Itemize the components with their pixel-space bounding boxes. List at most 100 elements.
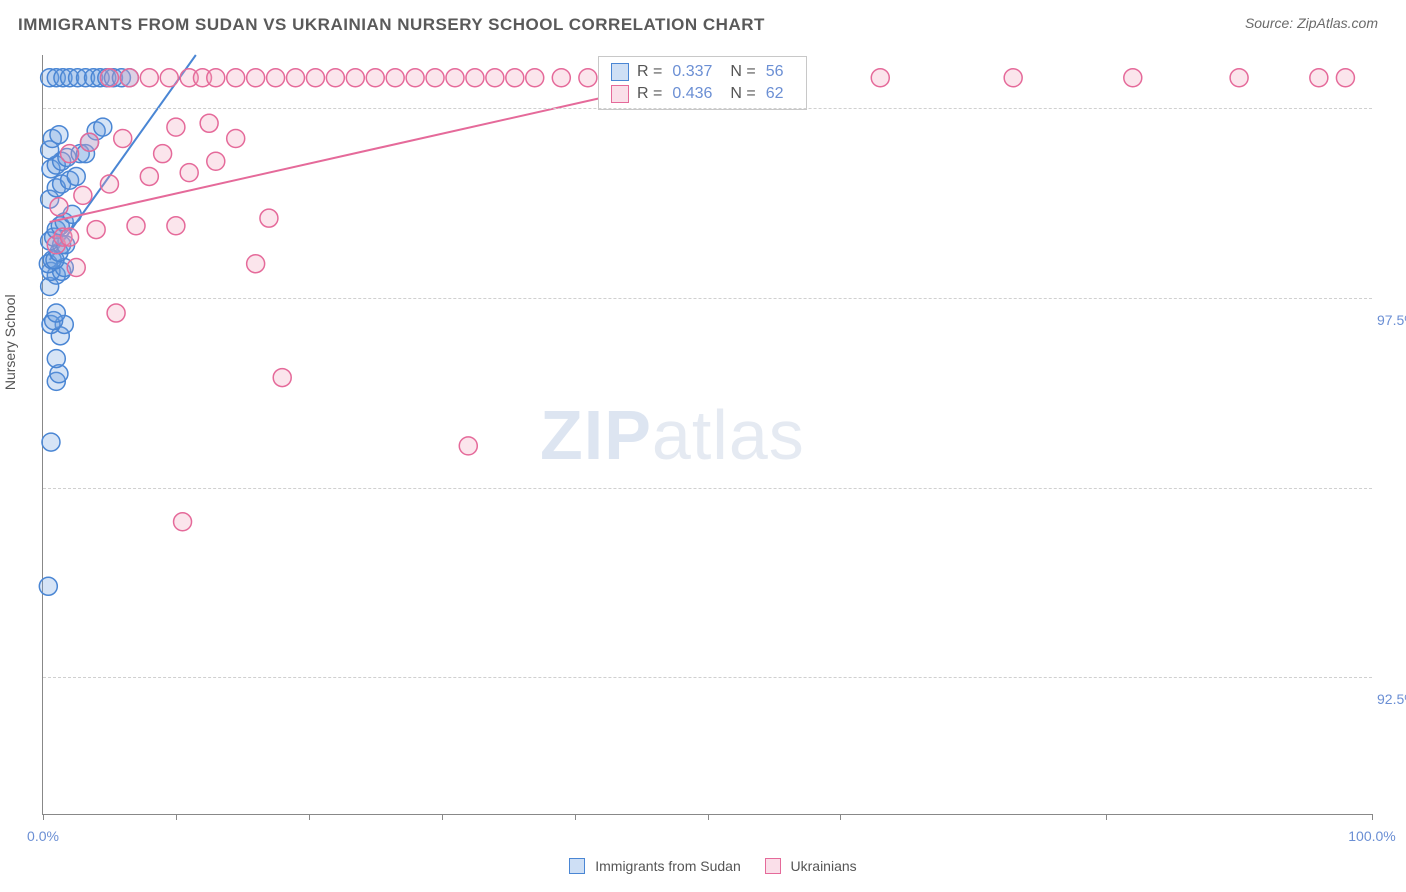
legend-bottom-label-sudan: Immigrants from Sudan [591, 858, 744, 874]
legend-N-label: N = [730, 63, 755, 81]
x-tick [1372, 814, 1373, 820]
point-ukrainians [506, 69, 524, 87]
plot-svg [43, 55, 1372, 814]
legend-bottom-label-ukrainians: Ukrainians [787, 858, 857, 874]
point-ukrainians [346, 69, 364, 87]
y-axis-label: Nursery School [2, 294, 18, 390]
x-tick [575, 814, 576, 820]
point-ukrainians [326, 69, 344, 87]
gridline-h [43, 298, 1372, 299]
x-tick [442, 814, 443, 820]
point-ukrainians [87, 221, 105, 239]
point-ukrainians [366, 69, 384, 87]
point-ukrainians [120, 69, 138, 87]
x-tick [840, 814, 841, 820]
point-ukrainians [306, 69, 324, 87]
legend-N-label: N = [730, 85, 755, 103]
y-tick-label: 92.5% [1377, 691, 1406, 707]
legend-bottom-swatch-sudan [569, 858, 585, 874]
point-sudan [39, 577, 57, 595]
legend-correlation-box: R = 0.337 N = 56 R = 0.436 N = 62 [598, 56, 807, 110]
point-ukrainians [386, 69, 404, 87]
point-ukrainians [1230, 69, 1248, 87]
point-ukrainians [526, 69, 544, 87]
chart-title: IMMIGRANTS FROM SUDAN VS UKRAINIAN NURSE… [18, 15, 765, 35]
legend-row-ukrainians: R = 0.436 N = 62 [611, 83, 794, 105]
point-ukrainians [50, 198, 68, 216]
gridline-h [43, 488, 1372, 489]
point-ukrainians [227, 129, 245, 147]
point-sudan [47, 350, 65, 368]
point-ukrainians [426, 69, 444, 87]
point-ukrainians [140, 167, 158, 185]
point-ukrainians [127, 217, 145, 235]
point-ukrainians [114, 129, 132, 147]
point-ukrainians [552, 69, 570, 87]
point-ukrainians [247, 255, 265, 273]
point-ukrainians [100, 175, 118, 193]
x-tick-label: 0.0% [27, 828, 59, 844]
legend-swatch-sudan [611, 63, 629, 81]
point-ukrainians [174, 513, 192, 531]
point-ukrainians [871, 69, 889, 87]
x-tick [708, 814, 709, 820]
point-ukrainians [1336, 69, 1354, 87]
point-ukrainians [260, 209, 278, 227]
x-tick [43, 814, 44, 820]
point-sudan [50, 126, 68, 144]
point-ukrainians [61, 228, 79, 246]
point-ukrainians [167, 118, 185, 136]
legend-row-sudan: R = 0.337 N = 56 [611, 61, 794, 83]
legend-bottom-swatch-ukrainians [765, 858, 781, 874]
point-sudan [67, 167, 85, 185]
point-ukrainians [247, 69, 265, 87]
chart-container: IMMIGRANTS FROM SUDAN VS UKRAINIAN NURSE… [0, 0, 1406, 892]
point-ukrainians [107, 304, 125, 322]
point-ukrainians [61, 145, 79, 163]
x-tick [1106, 814, 1107, 820]
point-ukrainians [1004, 69, 1022, 87]
y-tick-label: 97.5% [1377, 312, 1406, 328]
point-ukrainians [180, 164, 198, 182]
legend-R-value: 0.436 [672, 85, 712, 103]
legend-N-value: 56 [766, 63, 784, 81]
point-ukrainians [207, 152, 225, 170]
point-ukrainians [459, 437, 477, 455]
legend-R-label: R = [637, 63, 662, 81]
x-tick [309, 814, 310, 820]
gridline-h [43, 108, 1372, 109]
point-ukrainians [406, 69, 424, 87]
legend-swatch-ukrainians [611, 85, 629, 103]
point-ukrainians [154, 145, 172, 163]
point-ukrainians [227, 69, 245, 87]
point-ukrainians [267, 69, 285, 87]
legend-bottom: Immigrants from Sudan Ukrainians [0, 858, 1406, 874]
point-sudan [47, 304, 65, 322]
point-ukrainians [67, 259, 85, 277]
plot-area: R =0.337N =56R =0.436N =62 92.5%97.5%0.0… [42, 55, 1372, 815]
point-ukrainians [207, 69, 225, 87]
source-label: Source: ZipAtlas.com [1245, 15, 1378, 31]
point-ukrainians [100, 69, 118, 87]
point-ukrainians [74, 186, 92, 204]
x-tick-label: 100.0% [1348, 828, 1395, 844]
legend-R-value: 0.337 [672, 63, 712, 81]
point-sudan [42, 433, 60, 451]
point-sudan [94, 118, 112, 136]
point-ukrainians [200, 114, 218, 132]
point-ukrainians [140, 69, 158, 87]
gridline-h [43, 677, 1372, 678]
point-ukrainians [466, 69, 484, 87]
point-ukrainians [287, 69, 305, 87]
point-ukrainians [486, 69, 504, 87]
point-ukrainians [167, 217, 185, 235]
point-ukrainians [446, 69, 464, 87]
point-ukrainians [81, 133, 99, 151]
point-ukrainians [579, 69, 597, 87]
point-ukrainians [1124, 69, 1142, 87]
legend-R-label: R = [637, 85, 662, 103]
point-ukrainians [160, 69, 178, 87]
point-ukrainians [1310, 69, 1328, 87]
legend-N-value: 62 [766, 85, 784, 103]
x-tick [176, 814, 177, 820]
